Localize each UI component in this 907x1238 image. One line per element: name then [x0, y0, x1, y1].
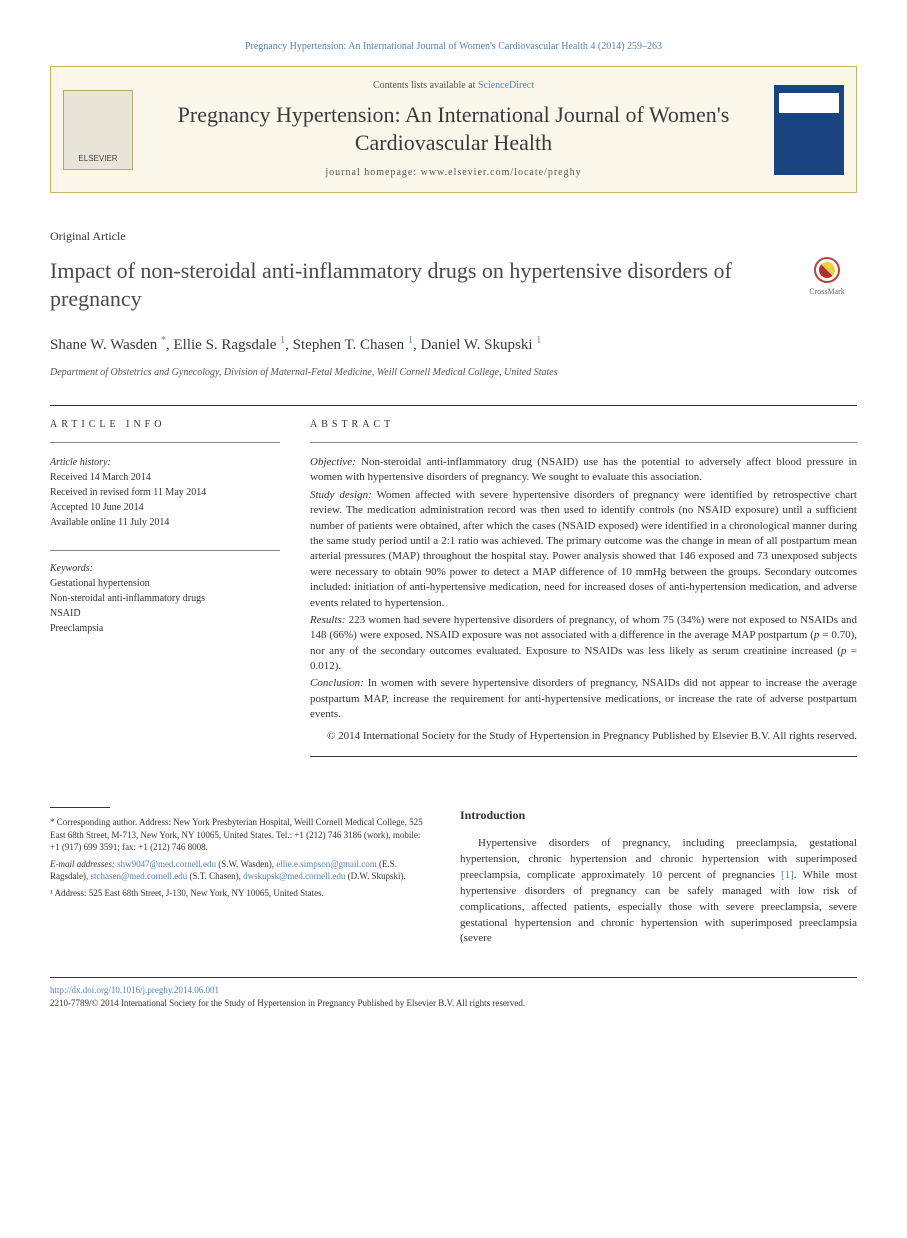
journal-center: Contents lists available at ScienceDirec… — [148, 79, 759, 180]
corresponding-footnote: * Corresponding author. Address: New Yor… — [50, 816, 430, 854]
authors-line: Shane W. Wasden *, Ellie S. Ragsdale 1, … — [50, 334, 857, 356]
author-mark: 1 — [280, 335, 285, 346]
crossmark-badge[interactable]: CrossMark — [797, 257, 857, 297]
keyword: NSAID — [50, 606, 280, 621]
keyword: Gestational hypertension — [50, 576, 280, 591]
address-footnote: ¹ Address: 525 East 68th Street, J-130, … — [50, 887, 430, 900]
history-line: Received in revised form 11 May 2014 — [50, 485, 280, 500]
homepage-url[interactable]: www.elsevier.com/locate/preghy — [421, 167, 582, 178]
journal-homepage: journal homepage: www.elsevier.com/locat… — [148, 166, 759, 180]
keyword: Non-steroidal anti-inflammatory drugs — [50, 591, 280, 606]
footnote-divider — [50, 807, 110, 808]
results-text: 223 women had severe hypertensive disord… — [310, 614, 857, 672]
main-columns: ARTICLE INFO Article history: Received 1… — [50, 406, 857, 757]
history-line: Received 14 March 2014 — [50, 470, 280, 485]
introduction-column: Introduction Hypertensive disorders of p… — [460, 807, 857, 947]
contents-prefix: Contents lists available at — [373, 80, 478, 91]
divider-abstract-bottom — [310, 756, 857, 757]
history-label: Article history: — [50, 455, 280, 470]
footnote-column: * Corresponding author. Address: New Yor… — [50, 807, 430, 947]
keywords-label: Keywords: — [50, 561, 280, 576]
journal-cover-thumb — [774, 85, 844, 175]
objective-label: Objective: — [310, 456, 356, 468]
sciencedirect-link[interactable]: ScienceDirect — [478, 80, 534, 91]
header-citation: Pregnancy Hypertension: An International… — [50, 40, 857, 54]
history-line: Accepted 10 June 2014 — [50, 500, 280, 515]
contents-line: Contents lists available at ScienceDirec… — [148, 79, 759, 93]
crossmark-label: CrossMark — [809, 287, 845, 296]
journal-header-box: Contents lists available at ScienceDirec… — [50, 66, 857, 193]
author-mark: 1 — [408, 335, 413, 346]
results-label: Results: — [310, 614, 345, 626]
history-line: Available online 11 July 2014 — [50, 515, 280, 530]
journal-name: Pregnancy Hypertension: An International… — [148, 101, 759, 156]
issn-copyright: 2210-7789/© 2014 International Society f… — [50, 998, 525, 1008]
conclusion-label: Conclusion: — [310, 677, 364, 689]
author-mark: 1 — [536, 335, 541, 346]
conclusion-text: In women with severe hypertensive disord… — [310, 677, 857, 720]
emails-label: E-mail addresses: — [50, 859, 117, 869]
author: Ellie S. Ragsdale 1 — [174, 337, 286, 353]
page-footer: http://dx.doi.org/10.1016/j.preghy.2014.… — [50, 977, 857, 1009]
article-info-heading: ARTICLE INFO — [50, 406, 280, 443]
objective-text: Non-steroidal anti-inflammatory drug (NS… — [310, 456, 857, 483]
article-info-column: ARTICLE INFO Article history: Received 1… — [50, 406, 280, 757]
intro-ref-1[interactable]: [1] — [781, 869, 794, 881]
emails-footnote: E-mail addresses: shw9047@med.cornell.ed… — [50, 858, 430, 883]
design-text: Women affected with severe hypertensive … — [310, 489, 857, 609]
doi-link[interactable]: http://dx.doi.org/10.1016/j.preghy.2014.… — [50, 985, 219, 995]
email-link[interactable]: ellie.e.simpson@gmail.com — [276, 859, 377, 869]
introduction-heading: Introduction — [460, 807, 857, 824]
abstract-column: ABSTRACT Objective: Non-steroidal anti-i… — [310, 406, 857, 757]
title-row: Impact of non-steroidal anti-inflammator… — [50, 257, 857, 314]
affiliation: Department of Obstetrics and Gynecology,… — [50, 366, 857, 380]
author: Shane W. Wasden * — [50, 337, 166, 353]
keywords-block: Keywords: Gestational hypertensionNon-st… — [50, 550, 280, 636]
abstract-copyright: © 2014 International Society for the Stu… — [310, 729, 857, 744]
introduction-text: Hypertensive disorders of pregnancy, inc… — [460, 836, 857, 948]
bottom-section: * Corresponding author. Address: New Yor… — [50, 807, 857, 947]
abstract-heading: ABSTRACT — [310, 406, 857, 443]
author: Stephen T. Chasen 1 — [293, 337, 413, 353]
design-label: Study design: — [310, 489, 372, 501]
elsevier-logo — [63, 90, 133, 170]
homepage-label: journal homepage: — [325, 167, 420, 178]
email-link[interactable]: dwskupsk@med.cornell.edu — [243, 871, 345, 881]
article-history: Article history: Received 14 March 2014R… — [50, 455, 280, 530]
article-type: Original Article — [50, 228, 857, 245]
author: Daniel W. Skupski 1 — [420, 337, 541, 353]
crossmark-icon — [814, 257, 840, 283]
author-mark: * — [161, 335, 166, 346]
email-link[interactable]: shw9047@med.cornell.edu — [117, 859, 216, 869]
article-title: Impact of non-steroidal anti-inflammator… — [50, 257, 777, 314]
abstract-text: Objective: Non-steroidal anti-inflammato… — [310, 455, 857, 744]
keyword: Preeclampsia — [50, 621, 280, 636]
email-link[interactable]: stchasen@med.cornell.edu — [91, 871, 188, 881]
